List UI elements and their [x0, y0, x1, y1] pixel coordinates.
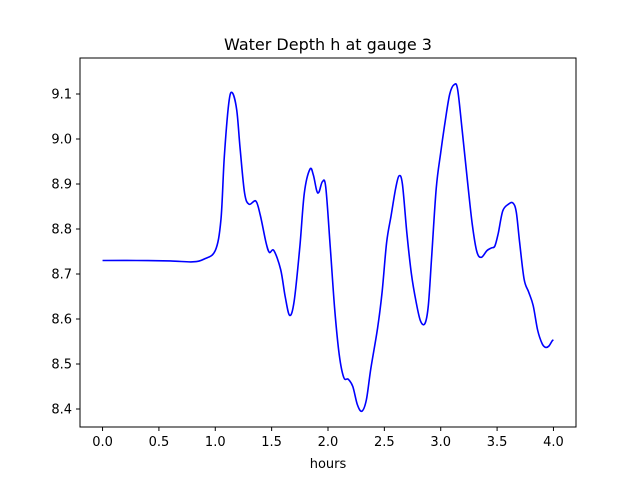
x-tick-label: 1.5	[261, 435, 282, 450]
plot-area	[102, 82, 554, 413]
y-tick-label: 8.5	[51, 358, 72, 373]
x-tick-label: 4.0	[543, 435, 564, 450]
y-tick-label: 8.7	[51, 268, 72, 283]
x-tick-label: 3.0	[430, 435, 451, 450]
x-tick-label: 2.5	[374, 435, 395, 450]
x-axis: 0.0 0.5 1.0 1.5 2.0 2.5 3.0 3.5 4.0	[92, 427, 564, 450]
x-tick-label: 0.0	[92, 435, 113, 450]
x-tick-label: 3.5	[487, 435, 508, 450]
y-tick-label: 8.6	[51, 313, 72, 328]
y-tick-label: 8.4	[51, 403, 72, 418]
y-tick-label: 9.1	[51, 88, 72, 103]
chart-title: Water Depth h at gauge 3	[224, 35, 432, 54]
y-tick-label: 8.8	[51, 223, 72, 238]
x-tick-label: 2.0	[318, 435, 339, 450]
y-tick-label: 8.9	[51, 178, 72, 193]
series-line	[102, 82, 554, 413]
y-tick-label: 9.0	[51, 133, 72, 148]
x-tick-label: 1.0	[205, 435, 226, 450]
y-axis: 8.4 8.5 8.6 8.7 8.8 8.9 9.0 9.1	[51, 88, 80, 418]
x-axis-label: hours	[310, 457, 347, 472]
x-tick-label: 0.5	[149, 435, 170, 450]
